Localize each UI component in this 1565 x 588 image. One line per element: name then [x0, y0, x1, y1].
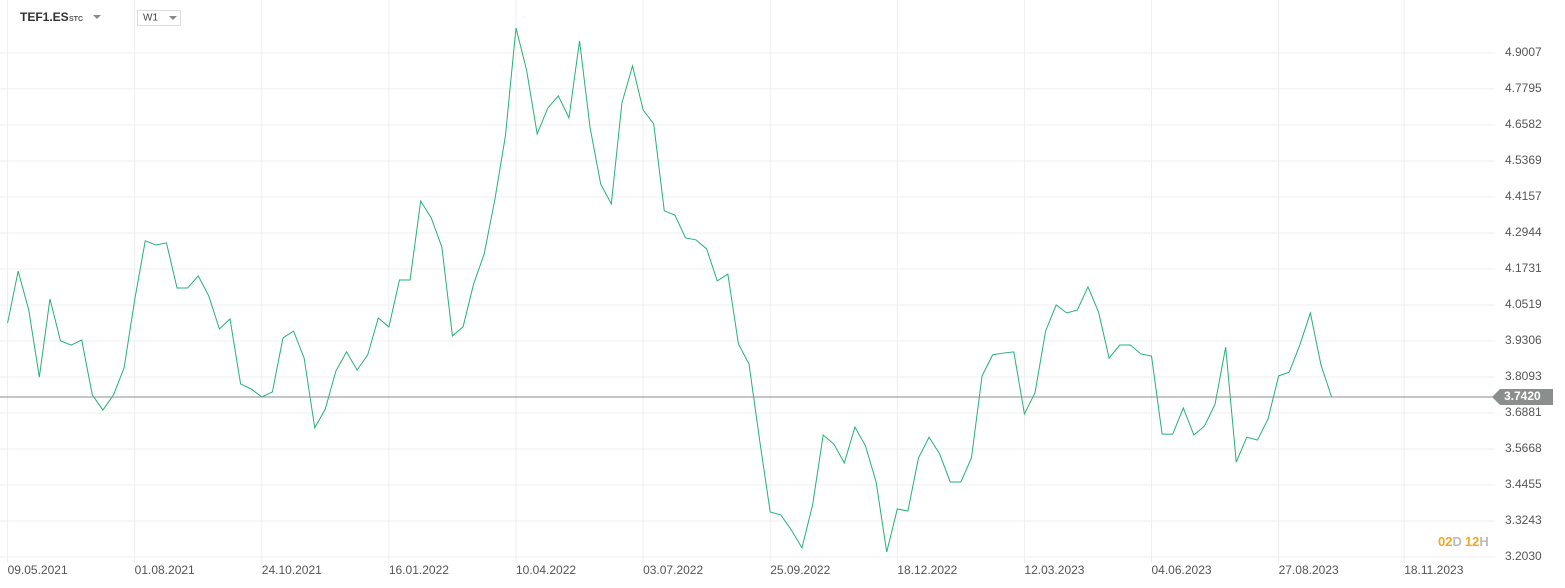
interval-box[interactable] — [137, 10, 181, 26]
last-price-tag — [1492, 389, 1553, 406]
y-tick-label: 4.5369 — [1505, 153, 1542, 167]
countdown-days: 02 — [1438, 534, 1452, 549]
x-tick-label: 04.06.2023 — [1152, 563, 1212, 577]
x-tick-label: 09.05.2021 — [8, 563, 68, 577]
toolbar: TEF1.ES STC W1 — [20, 10, 181, 26]
y-tick-label: 3.3243 — [1505, 513, 1542, 527]
countdown: 02D 12H — [1438, 534, 1489, 549]
y-tick-label: 4.0519 — [1505, 297, 1542, 311]
y-tick-label: 3.9306 — [1505, 333, 1542, 347]
last-price-label: 3.7420 — [1504, 389, 1541, 403]
countdown-hours: 12 — [1465, 534, 1479, 549]
x-tick-label: 27.08.2023 — [1279, 563, 1339, 577]
x-tick-label: 16.01.2022 — [389, 563, 449, 577]
x-tick-label: 12.03.2023 — [1024, 563, 1084, 577]
axes: 3.2030 3.3243 3.4455 3.5668 3.6881 3.8093 3.93… — [8, 45, 1553, 577]
countdown-days-unit: D — [1452, 534, 1461, 549]
interval-dropdown[interactable] — [169, 16, 177, 20]
x-tick-label: 25.09.2022 — [770, 563, 830, 577]
x-tick-label: 03.07.2022 — [643, 563, 703, 577]
y-tick-label: 4.9007 — [1505, 45, 1542, 59]
y-tick-label: 4.1731 — [1505, 261, 1542, 275]
y-tick-label: 4.7795 — [1505, 81, 1542, 95]
x-tick-label: 01.08.2021 — [135, 563, 195, 577]
symbol-type: STC — [69, 16, 83, 23]
symbol-dropdown[interactable] — [93, 15, 101, 19]
plot — [0, 27, 1495, 553]
y-tick-label: 3.5668 — [1505, 441, 1542, 455]
x-tick-label: 18.12.2022 — [897, 563, 957, 577]
x-tick-label: 24.10.2021 — [262, 563, 322, 577]
y-tick-label: 3.2030 — [1505, 549, 1542, 563]
symbol[interactable]: TEF1.ES — [20, 10, 69, 24]
x-tick-label: 18.11.2023 — [1404, 563, 1463, 577]
countdown-text: 02D 12H — [1438, 534, 1489, 549]
y-tick-label: 4.6582 — [1505, 117, 1542, 131]
price-line — [7, 27, 1333, 553]
x-tick-label: 10.04.2022 — [516, 563, 576, 577]
countdown-hours-unit: H — [1479, 534, 1488, 549]
y-tick-label: 4.4157 — [1505, 189, 1542, 203]
y-tick-label: 3.6881 — [1505, 405, 1542, 419]
grid — [0, 0, 1495, 563]
interval[interactable]: W1 — [143, 13, 158, 24]
y-tick-label: 4.2944 — [1505, 225, 1542, 239]
y-tick-label: 3.8093 — [1505, 369, 1542, 383]
y-tick-label: 3.4455 — [1505, 477, 1542, 491]
